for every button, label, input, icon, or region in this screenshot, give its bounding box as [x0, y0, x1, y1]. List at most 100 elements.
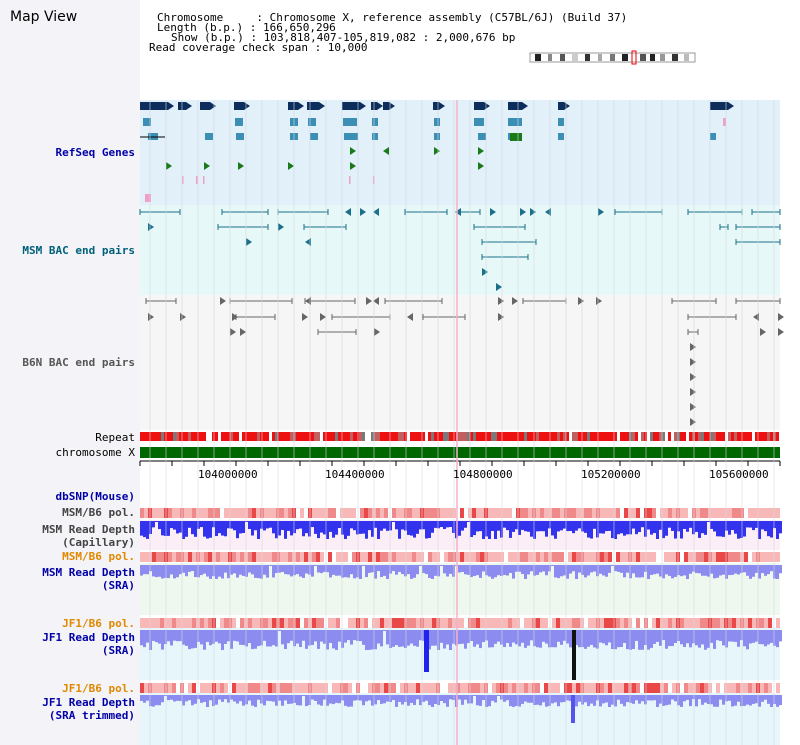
repeat-segment: [752, 432, 755, 441]
repeat-segment: [350, 432, 353, 441]
polymorphism-segment: [288, 618, 292, 628]
track-label-b6n-bac[interactable]: B6N BAC end pairs: [22, 356, 135, 369]
polymorphism-segment: [368, 552, 372, 562]
polymorphism-segment: [412, 683, 416, 693]
polymorphism-segment: [472, 683, 476, 693]
track-label-dbsnp[interactable]: dbSNP(Mouse): [55, 490, 135, 503]
gene-strand-arrow: [350, 162, 356, 170]
polymorphism-segment: [348, 683, 352, 693]
read-depth-bar: [410, 521, 413, 536]
repeat-segment: [560, 432, 563, 441]
read-depth-bar: [143, 521, 146, 538]
repeat-segment: [422, 432, 425, 441]
polymorphism-segment: [416, 618, 420, 628]
polymorphism-segment: [768, 683, 772, 693]
repeat-segment: [638, 432, 641, 441]
read-depth-bar: [317, 565, 320, 573]
polymorphism-segment: [512, 618, 516, 628]
polymorphism-segment: [672, 618, 676, 628]
repeat-segment: [392, 432, 395, 441]
read-depth-bar: [761, 630, 764, 645]
read-depth-bar: [260, 565, 263, 579]
read-depth-bar: [326, 695, 329, 706]
read-depth-bar: [749, 565, 752, 579]
polymorphism-segment: [480, 508, 484, 518]
read-depth-bar: [686, 630, 689, 644]
read-depth-bar: [587, 565, 590, 576]
repeat-segment: [332, 432, 335, 441]
track-label-jf1-depth-sra-1: JF1 Read Depth: [42, 631, 135, 644]
polymorphism-segment: [376, 552, 380, 562]
read-depth-bar: [401, 630, 404, 647]
polymorphism-segment: [268, 552, 272, 562]
read-depth-bar: [323, 565, 326, 572]
read-depth-bar: [536, 565, 539, 575]
read-depth-bar: [287, 565, 290, 575]
repeat-segment: [668, 432, 671, 441]
read-depth-bar: [680, 695, 683, 707]
read-depth-bar: [227, 630, 230, 642]
polymorphism-segment: [192, 552, 196, 562]
read-depth-bar: [206, 630, 209, 642]
read-depth-bar: [332, 630, 335, 649]
read-depth-bar: [569, 695, 572, 702]
read-depth-bar: [374, 695, 377, 705]
read-depth-bar: [254, 695, 257, 707]
bac-end-arrow: [148, 223, 154, 231]
polymorphism-segment: [408, 683, 412, 693]
read-depth-bar: [437, 521, 440, 529]
track-label-msm-bac[interactable]: MSM BAC end pairs: [22, 244, 135, 257]
polymorphism-segment: [204, 618, 208, 628]
ideogram-band: [622, 54, 628, 61]
read-depth-bar: [545, 695, 548, 707]
read-depth-bar: [494, 565, 497, 578]
polymorphism-segment: [768, 508, 772, 518]
read-depth-bar: [440, 521, 443, 528]
polymorphism-segment: [540, 683, 544, 693]
read-depth-bar: [695, 565, 698, 574]
read-depth-bar: [737, 521, 740, 539]
polymorphism-segment: [504, 618, 508, 628]
polymorphism-segment: [732, 683, 736, 693]
read-depth-bar: [452, 630, 455, 644]
read-depth-bar: [281, 695, 284, 706]
gene-feature: [434, 133, 440, 140]
read-depth-bar: [146, 695, 149, 701]
read-depth-bar: [206, 695, 209, 707]
read-depth-bar: [266, 695, 269, 701]
read-depth-bar: [527, 630, 530, 646]
read-depth-bar: [617, 565, 620, 572]
read-depth-bar: [521, 565, 524, 575]
polymorphism-segment: [524, 552, 528, 562]
polymorphism-segment: [432, 683, 436, 693]
read-depth-bar: [482, 521, 485, 539]
gene-feature: [508, 118, 522, 126]
chromosome-ideogram[interactable]: [529, 50, 696, 65]
track-label-refseq[interactable]: RefSeq Genes: [55, 146, 135, 159]
polymorphism-segment: [656, 618, 660, 628]
gene-feature: [343, 118, 357, 126]
polymorphism-segment: [348, 552, 352, 562]
polymorphism-segment: [496, 618, 500, 628]
read-depth-bar: [170, 630, 173, 646]
polymorphism-segment: [252, 508, 256, 518]
read-depth-bar: [632, 521, 635, 529]
repeat-segment: [266, 432, 269, 441]
read-depth-bar: [344, 565, 347, 578]
polymorphism-segment: [700, 508, 704, 518]
read-depth-bar: [317, 521, 320, 539]
axis-tick-label: 105600000: [709, 468, 769, 481]
read-depth-bar: [491, 630, 494, 648]
read-depth-bar: [518, 695, 521, 707]
read-depth-bar: [368, 565, 371, 573]
read-depth-bar: [230, 695, 233, 700]
read-depth-bar: [602, 565, 605, 576]
polymorphism-segment: [464, 552, 468, 562]
repeat-segment: [566, 432, 569, 441]
polymorphism-segment: [536, 618, 540, 628]
read-depth-bar: [671, 565, 674, 579]
polymorphism-segment: [732, 618, 736, 628]
repeat-segment: [476, 432, 479, 441]
ideogram-band: [572, 54, 578, 61]
gene-feature: [235, 118, 243, 126]
